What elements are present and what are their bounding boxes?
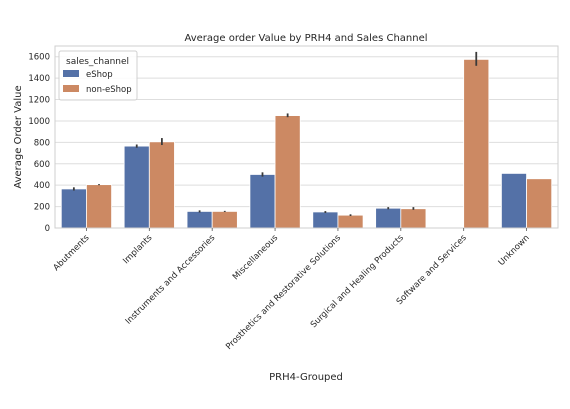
y-tick-label: 600 xyxy=(34,160,50,170)
legend-swatch-non-eshop xyxy=(63,85,79,92)
y-tick-label: 400 xyxy=(34,181,50,191)
chart-title: Average order Value by PRH4 and Sales Ch… xyxy=(184,33,427,44)
legend-label-non-eshop: non-eShop xyxy=(86,85,132,95)
bar-non-eshop-5 xyxy=(400,208,427,229)
bar-non-eshop-0 xyxy=(86,184,112,229)
bar-eshop-1 xyxy=(123,145,150,229)
legend-title: sales_channel xyxy=(66,57,129,67)
bar-eshop-0 xyxy=(60,188,87,229)
bar-non-eshop-2 xyxy=(211,211,238,229)
y-tick-label: 0 xyxy=(45,224,50,234)
x-tick-label: Miscellaneous xyxy=(231,233,281,283)
bar-eshop-2 xyxy=(186,211,213,229)
bar-eshop-5 xyxy=(375,207,402,229)
bar-non-eshop-1 xyxy=(148,141,175,229)
bar-eshop-7 xyxy=(501,172,527,229)
x-tick-label: Unknown xyxy=(497,233,532,268)
x-axis-label: PRH4-Grouped xyxy=(269,372,343,383)
x-tick-label: Software and Services xyxy=(395,233,469,307)
y-tick-label: 1000 xyxy=(28,117,50,127)
y-axis-ticks: 0 200 400 600 800 1000 1200 1400 1600 xyxy=(28,53,50,234)
x-tick-label: Implants xyxy=(121,233,155,267)
bar-non-eshop-6 xyxy=(463,58,490,229)
x-tick-label: Prosthetics and Restorative Solutions xyxy=(224,233,343,352)
bar-eshop-4 xyxy=(312,211,339,229)
legend-label-eshop: eShop xyxy=(86,70,113,80)
legend-swatch-eshop xyxy=(63,70,79,77)
error-bars xyxy=(72,51,478,217)
bar-non-eshop-3 xyxy=(274,115,301,229)
bar-non-eshop-4 xyxy=(337,214,364,229)
y-tick-label: 200 xyxy=(34,203,50,213)
legend: sales_channel eShop non-eShop xyxy=(58,50,138,101)
y-axis-label: Average Order Value xyxy=(13,85,24,188)
bar-non-eshop-7 xyxy=(526,178,553,229)
y-tick-label: 1600 xyxy=(28,53,50,63)
bar-eshop-3 xyxy=(249,174,276,229)
x-tick-label: Abutments xyxy=(52,233,92,273)
plot-frame xyxy=(54,45,559,229)
y-tick-label: 1400 xyxy=(28,74,50,84)
y-tick-label: 1200 xyxy=(28,96,50,106)
y-tick-label: 800 xyxy=(34,138,50,148)
bars xyxy=(60,58,553,229)
